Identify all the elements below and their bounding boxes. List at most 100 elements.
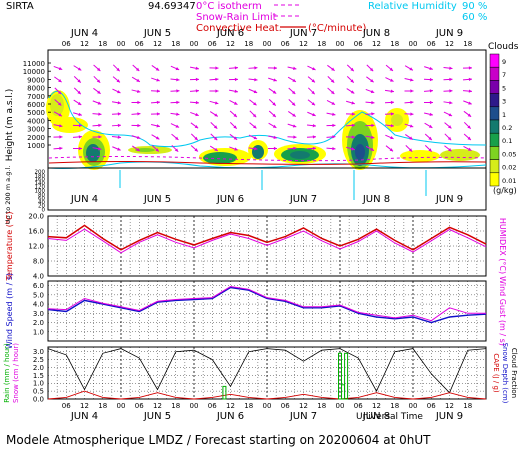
- wind-arrow: [385, 64, 394, 72]
- day-label: JUN 4: [70, 194, 98, 205]
- wind-arrow: [209, 77, 219, 82]
- cloud-y-tick: 1000: [27, 142, 45, 150]
- day-label: JUN 8: [362, 194, 390, 205]
- wind-arrow: [384, 100, 395, 105]
- colorbar-tick: 7: [502, 71, 506, 79]
- wind-arrow: [92, 123, 102, 128]
- cloud-field: [46, 90, 480, 170]
- wind-arrow: [423, 77, 434, 82]
- wind-arrow: [365, 145, 375, 152]
- wind-arrow: [462, 89, 473, 93]
- hour-tick-label: 00: [263, 40, 272, 48]
- wind-arrow: [210, 133, 218, 141]
- wind-arrow: [131, 135, 141, 140]
- wind-arrow: [111, 101, 122, 105]
- wind-panel: 6.05.04.03.02.01.0 Wind Speed (m / s) Wi…: [5, 273, 507, 349]
- colorbar-tick: 5: [502, 84, 506, 92]
- cloud-fraction-ylabel: Cloud Fraction: [510, 348, 518, 398]
- wind-arrow: [229, 146, 238, 151]
- wind-arrow: [228, 66, 239, 70]
- day-label: JUN 4: [70, 28, 98, 39]
- hour-tick-label: 00: [409, 402, 418, 410]
- station-label: SIRTA: [6, 1, 34, 12]
- wind-arrow: [189, 77, 200, 82]
- wind-arrow: [92, 147, 102, 151]
- wind-arrow: [365, 88, 375, 94]
- wind-arrow: [267, 146, 278, 151]
- y-tick-label: 6.0: [33, 282, 44, 290]
- wind-arrow: [463, 100, 472, 105]
- colorbar-swatch: [489, 106, 500, 121]
- cloud-y-tick-low: 0: [42, 208, 46, 214]
- wind-arrow: [346, 88, 355, 94]
- day-label: JUN 7: [289, 411, 317, 422]
- wind-arrow: [151, 65, 160, 71]
- wind-arrow: [248, 66, 258, 70]
- wind-arrow: [112, 76, 121, 83]
- hour-tick-label: 06: [427, 40, 436, 48]
- rh-90-label: 90 %: [462, 1, 487, 12]
- hour-tick-label: 00: [409, 40, 418, 48]
- isotherm-legend-label: 0°C isotherm: [196, 1, 262, 12]
- wind-arrow: [326, 135, 336, 139]
- wind-arrow: [53, 146, 63, 151]
- rh-legend-label: Relative Humidity: [368, 1, 457, 12]
- cloud-ylabel: Height (m a.s.l.): [5, 89, 15, 162]
- hour-tick-label: 00: [336, 40, 345, 48]
- rain-panel: 3.02.52.01.51.00.50.0 Rain (mm / hour) S…: [3, 343, 518, 404]
- cloud-y-tick: 9000: [27, 76, 45, 84]
- wind-arrow: [73, 76, 82, 83]
- cloud-panel: 1100010000900080007000600050004000300020…: [4, 49, 487, 224]
- colorbar-title: Clouds: [488, 42, 519, 52]
- wind-arrow: [404, 65, 414, 71]
- colorbar-tick: 0.05: [502, 150, 516, 158]
- y-tick-label: 3.0: [33, 348, 44, 356]
- wind-arrow: [92, 100, 102, 105]
- wind-arrow: [306, 146, 317, 151]
- wind-arrow: [424, 66, 433, 71]
- cloud-y-tick-low: 140: [35, 181, 46, 187]
- day-label: JUN 6: [216, 28, 244, 39]
- wind-arrow: [189, 66, 200, 70]
- wind-arrow: [210, 122, 218, 129]
- day-label: JUN 8: [362, 411, 390, 422]
- wind-arrow: [346, 100, 355, 105]
- cloud-blob-3: [128, 146, 172, 154]
- cloud-y-tick: 7000: [27, 93, 45, 101]
- y-tick-label: 12.0: [28, 243, 44, 251]
- convective-unit: (°C/minute): [308, 23, 367, 34]
- snow-rain-legend-label: Snow-Rain Limit: [196, 12, 277, 23]
- wind-arrow: [229, 110, 238, 118]
- series-line-cloud-fraction: [47, 348, 487, 394]
- colorbar-swatch: [489, 172, 500, 187]
- cloud-panel-frame: [47, 49, 487, 211]
- wind-arrow: [73, 112, 82, 117]
- wind-arrow: [365, 112, 375, 116]
- wind-arrow: [443, 77, 453, 82]
- wind-arrow: [229, 99, 238, 106]
- wind-arrow: [190, 133, 199, 141]
- rain-bar: [344, 352, 349, 400]
- cloud-y-tick: 10000: [23, 68, 45, 76]
- colorbar-swatch: [489, 159, 500, 174]
- wind-arrow: [131, 89, 141, 93]
- colorbar-tick: 0.2: [502, 124, 512, 132]
- wind-arrow: [131, 100, 141, 105]
- wind-arrow: [111, 123, 122, 128]
- cloud-y-tick: 11000: [23, 60, 45, 68]
- hour-tick-label: 12: [372, 40, 381, 48]
- hour-tick-label: 12: [445, 402, 454, 410]
- y-tick-label: 4.0: [33, 301, 44, 309]
- cloud-y-tick: 4000: [27, 117, 45, 125]
- humidex-ylabel: HUMIDEX (°C): [498, 218, 507, 274]
- cloud-y-tick-low: 80: [38, 192, 45, 198]
- hour-tick-label: 18: [244, 402, 253, 410]
- convective-line: [48, 161, 487, 165]
- wind-arrow: [385, 145, 394, 152]
- cloud-colorbar: Clouds 9 7 5 3 1 0.2 0.1 0.05 0.02 0.01 (g/kg): [488, 42, 519, 195]
- rain-ylabel: Rain (mm / hour): [3, 343, 11, 403]
- hour-tick-label: 12: [299, 402, 308, 410]
- series-line-wind-gust: [47, 285, 486, 322]
- day-label: JUN 5: [143, 28, 171, 39]
- wind-arrow: [112, 64, 121, 72]
